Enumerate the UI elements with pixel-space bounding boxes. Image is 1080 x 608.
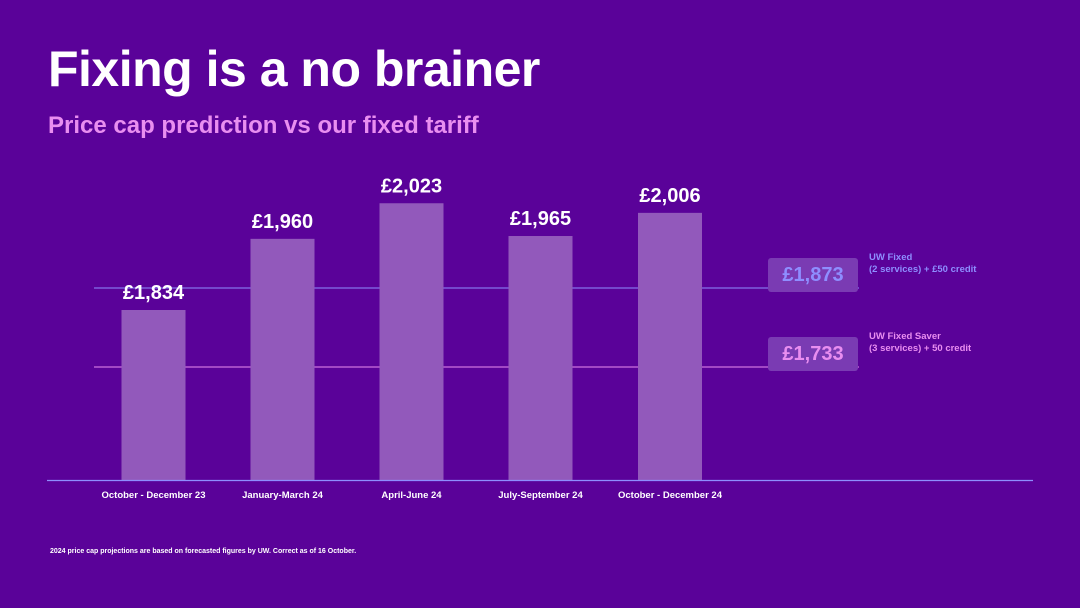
bar-0 (121, 310, 186, 480)
bar-2 (379, 203, 444, 480)
uw-fixed-saver-note: UW Fixed Saver (3 services) + 50 credit (869, 331, 971, 355)
bar-value-label-2: £2,023 (381, 175, 442, 197)
category-label-4: October - December 24 (618, 490, 723, 501)
bar-value-label-3: £1,965 (510, 208, 571, 230)
uw-fixed-note-title: UW Fixed (869, 251, 913, 263)
uw-fixed-saver-note-detail: (3 services) + 50 credit (869, 343, 972, 355)
bar-value-label-4: £2,006 (639, 185, 700, 207)
footnote: 2024 price cap projections are based on … (50, 548, 357, 555)
uw-fixed-saver-price-box: £1,733 (768, 337, 858, 372)
bar-3 (508, 236, 573, 480)
slide-subtitle: Price cap prediction vs our fixed tariff (48, 112, 479, 139)
bar-1 (250, 238, 315, 480)
slide-title: Fixing is a no brainer (48, 41, 540, 97)
uw-fixed-saver-note-title: UW Fixed Saver (869, 331, 941, 343)
category-label-3: July-September 24 (498, 490, 583, 501)
uw-fixed-note: UW Fixed (2 services) + £50 credit (869, 252, 976, 276)
category-label-0: October - December 23 (101, 490, 205, 501)
category-label-1: January-March 24 (242, 490, 324, 501)
uw-fixed-price-box: £1,873 (768, 257, 858, 292)
bar-value-label-0: £1,834 (123, 282, 185, 304)
uw-fixed-note-detail: (2 services) + £50 credit (869, 263, 977, 275)
category-label-2: April-June 24 (381, 490, 442, 501)
bar-4 (638, 212, 702, 480)
bar-value-label-1: £1,960 (252, 211, 313, 233)
